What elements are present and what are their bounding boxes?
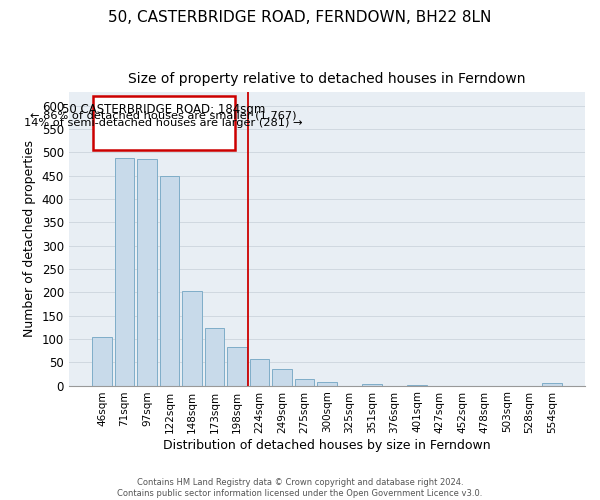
Bar bbox=[317, 382, 337, 386]
Text: 50, CASTERBRIDGE ROAD, FERNDOWN, BH22 8LN: 50, CASTERBRIDGE ROAD, FERNDOWN, BH22 8L… bbox=[109, 10, 491, 25]
Bar bbox=[542, 383, 562, 386]
Title: Size of property relative to detached houses in Ferndown: Size of property relative to detached ho… bbox=[128, 72, 526, 86]
Bar bbox=[92, 96, 235, 150]
Text: ← 86% of detached houses are smaller (1,767): ← 86% of detached houses are smaller (1,… bbox=[31, 110, 297, 120]
Bar bbox=[362, 384, 382, 386]
Bar bbox=[407, 384, 427, 386]
Bar bbox=[182, 292, 202, 386]
Bar bbox=[160, 176, 179, 386]
Bar bbox=[137, 160, 157, 386]
Text: 50 CASTERBRIDGE ROAD: 184sqm: 50 CASTERBRIDGE ROAD: 184sqm bbox=[62, 102, 265, 116]
X-axis label: Distribution of detached houses by size in Ferndown: Distribution of detached houses by size … bbox=[163, 440, 491, 452]
Bar bbox=[272, 370, 292, 386]
Bar bbox=[295, 378, 314, 386]
Y-axis label: Number of detached properties: Number of detached properties bbox=[23, 140, 36, 337]
Bar bbox=[92, 336, 112, 386]
Text: 14% of semi-detached houses are larger (281) →: 14% of semi-detached houses are larger (… bbox=[25, 118, 303, 128]
Bar bbox=[205, 328, 224, 386]
Bar bbox=[115, 158, 134, 386]
Bar bbox=[250, 359, 269, 386]
Text: Contains HM Land Registry data © Crown copyright and database right 2024.
Contai: Contains HM Land Registry data © Crown c… bbox=[118, 478, 482, 498]
Bar bbox=[227, 348, 247, 386]
